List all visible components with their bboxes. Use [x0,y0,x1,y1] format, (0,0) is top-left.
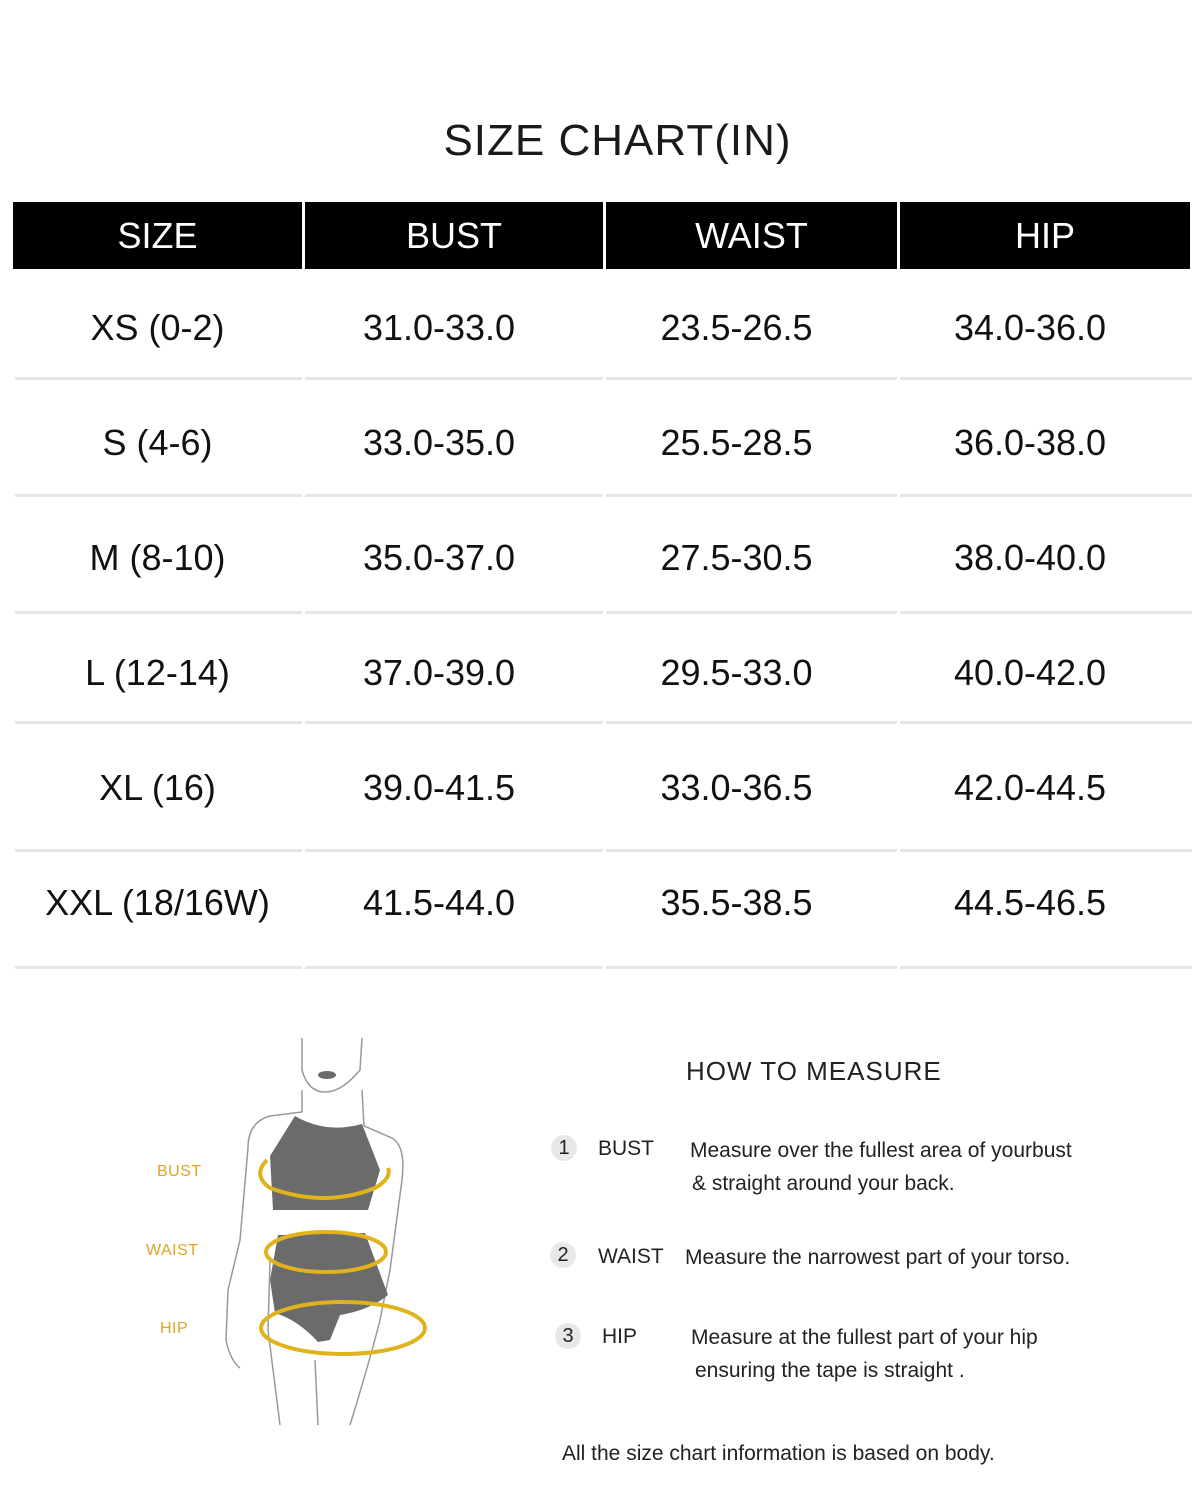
row-divider [15,966,302,969]
cell-waist: 25.5-28.5 [660,421,813,463]
row-divider [606,611,897,614]
cell-bust: 35.0-37.0 [362,536,516,578]
cell-size: XXL (18/16W) [45,881,270,923]
header-bust: BUST [305,202,603,269]
row-divider [606,494,897,497]
measure-desc-bust-line2: & straight around your back. [692,1172,955,1195]
step-number-3: 3 [555,1323,581,1349]
cell-waist: 23.5-26.5 [660,306,813,348]
cell-waist: 33.0-36.5 [660,766,813,808]
measure-name-hip: HIP [602,1325,638,1348]
header-size: SIZE [13,202,302,269]
figure-label-waist: WAIST [146,1242,199,1259]
measure-name-waist: WAIST [598,1245,664,1268]
cell-bust: 33.0-35.0 [362,421,516,463]
row-divider [900,494,1192,497]
row-divider [305,721,603,724]
figure-label-hip: HIP [160,1320,189,1337]
measure-desc-waist: Measure the narrowest part of your torso… [685,1246,1071,1269]
row-divider [900,966,1192,969]
row-divider [15,849,302,852]
cell-bust: 31.0-33.0 [362,306,516,348]
row-divider [606,849,897,852]
row-divider [305,966,603,969]
row-divider [606,721,897,724]
cell-bust: 39.0-41.5 [362,766,516,808]
cell-waist: 29.5-33.0 [660,651,813,693]
measure-desc-hip-line2: ensuring the tape is straight . [695,1359,965,1382]
header-waist: WAIST [606,202,897,269]
row-divider [606,377,897,380]
step-number-2: 2 [550,1242,576,1268]
row-divider [305,377,603,380]
page-title: SIZE CHART(IN) [443,116,792,165]
cell-bust: 41.5-44.0 [362,881,516,923]
cell-hip: 34.0-36.0 [953,306,1107,348]
cell-waist: 27.5-30.5 [660,536,813,578]
row-divider [900,849,1192,852]
footnote: All the size chart information is based … [562,1442,995,1465]
cell-hip: 42.0-44.5 [953,766,1107,808]
row-divider [305,494,603,497]
row-divider [606,966,897,969]
cell-size: XL (16) [99,766,216,808]
row-divider [15,611,302,614]
how-to-measure-title: HOW TO MEASURE [686,1056,942,1086]
step-number-1: 1 [551,1135,577,1161]
cell-size: S (4-6) [102,421,213,463]
row-divider [15,494,302,497]
header-hip: HIP [900,202,1190,269]
row-divider [305,849,603,852]
cell-hip: 40.0-42.0 [953,651,1107,693]
cell-hip: 44.5-46.5 [953,881,1107,923]
cell-hip: 38.0-40.0 [953,536,1107,578]
row-divider [305,611,603,614]
cell-bust: 37.0-39.0 [362,651,516,693]
cell-size: L (12-14) [85,651,230,693]
row-divider [900,377,1192,380]
row-divider [15,377,302,380]
cell-hip: 36.0-38.0 [953,421,1107,463]
row-divider [15,721,302,724]
figure-label-bust: BUST [157,1163,202,1180]
measure-desc-bust-line1: Measure over the fullest area of yourbus… [690,1139,1072,1162]
cell-size: M (8-10) [89,536,226,578]
row-divider [900,611,1192,614]
row-divider [900,721,1192,724]
measure-desc-hip-line1: Measure at the fullest part of your hip [691,1326,1038,1349]
body-figure-illustration [225,1037,427,1426]
measure-name-bust: BUST [598,1137,655,1160]
cell-size: XS (0-2) [90,306,225,348]
cell-waist: 35.5-38.5 [660,881,813,923]
